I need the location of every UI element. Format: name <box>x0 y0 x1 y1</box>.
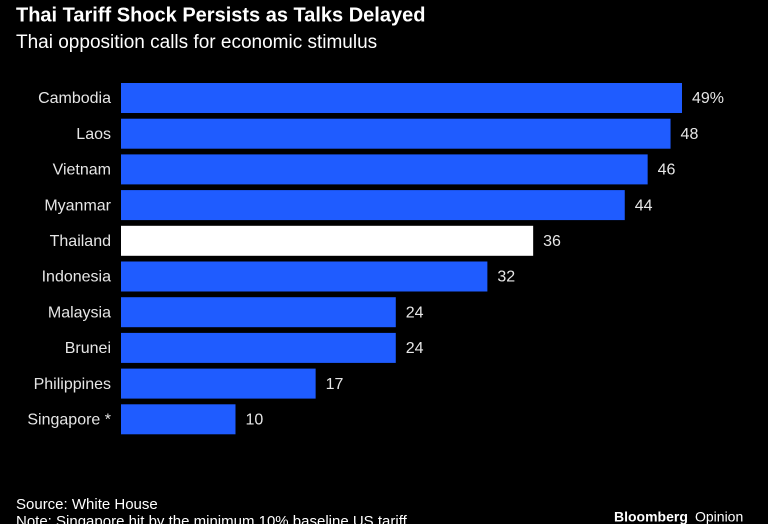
category-label: Thailand <box>50 233 111 250</box>
category-label: Vietnam <box>53 162 111 179</box>
brand-sub: Opinion <box>695 509 743 524</box>
value-label: 48 <box>681 126 699 143</box>
bar <box>121 118 671 149</box>
category-label: Laos <box>76 126 111 143</box>
chart-subtitle: Thai opposition calls for economic stimu… <box>16 32 377 53</box>
bar <box>121 332 396 363</box>
value-label: 49% <box>692 90 724 107</box>
value-label: 32 <box>497 269 515 286</box>
value-label: 24 <box>406 304 424 321</box>
source: Source: White House <box>16 496 158 513</box>
bar <box>121 225 534 256</box>
value-label: 10 <box>245 412 263 429</box>
bar <box>121 297 396 328</box>
bar <box>121 404 236 435</box>
category-label: Myanmar <box>44 197 111 214</box>
bar <box>121 190 625 221</box>
category-label: Singapore * <box>27 412 111 429</box>
value-label: 46 <box>658 162 676 179</box>
bar <box>121 154 648 185</box>
note: Note: Singapore hit by the minimum 10% b… <box>16 513 408 524</box>
bar <box>121 368 316 399</box>
value-label: 44 <box>635 197 653 214</box>
value-label: 36 <box>543 233 561 250</box>
category-label: Philippines <box>34 376 111 393</box>
value-label: 17 <box>326 376 344 393</box>
category-label: Brunei <box>65 340 111 357</box>
bar <box>121 261 488 292</box>
chart-title: Thai Tariff Shock Persists as Talks Dela… <box>16 4 425 26</box>
category-label: Cambodia <box>38 90 111 107</box>
category-label: Malaysia <box>48 304 111 321</box>
category-label: Indonesia <box>42 269 111 286</box>
bar <box>121 83 682 113</box>
value-label: 24 <box>406 340 424 357</box>
brand: Bloomberg <box>614 509 688 524</box>
